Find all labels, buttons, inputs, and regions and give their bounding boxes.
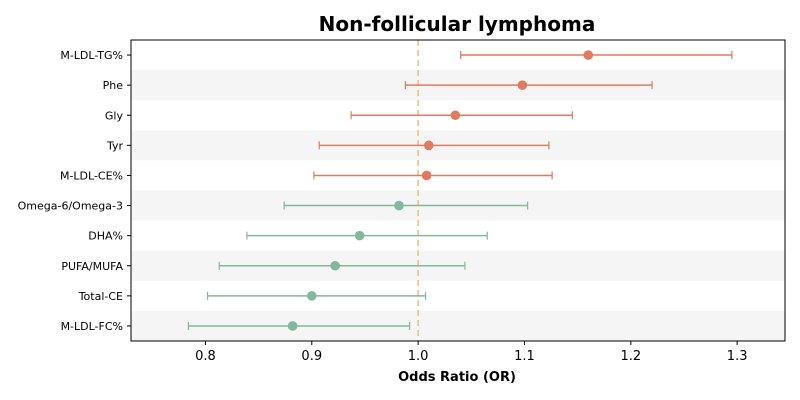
- estimate-point: [306, 291, 317, 301]
- estimate-point: [450, 110, 461, 121]
- chart-title: Non-follicular lymphoma: [319, 12, 596, 36]
- estimate-point: [287, 321, 298, 331]
- x-axis: 0.8 0.9 1.0 1.1 1.2 1.3: [195, 341, 747, 364]
- error-bar: [460, 51, 733, 60]
- plot-frame: [130, 39, 786, 342]
- category-label: PUFA/MUFA: [61, 260, 123, 273]
- category-label: Phe: [103, 79, 124, 92]
- estimate-point: [517, 80, 528, 90]
- category-label: Tyr: [106, 139, 124, 152]
- error-bar: [187, 321, 411, 330]
- category-label: M-LDL-CE%: [60, 169, 123, 182]
- error-bar: [218, 261, 466, 270]
- x-tick-label: 1.0: [408, 349, 429, 364]
- error-bars: [187, 51, 733, 330]
- category-label: Omega-6/Omega-3: [18, 200, 123, 213]
- error-bar: [246, 231, 488, 240]
- x-tick-label: 0.9: [301, 349, 322, 364]
- error-bar: [283, 201, 529, 210]
- category-label: M-LDL-FC%: [61, 320, 123, 333]
- x-tick-label: 1.3: [727, 349, 748, 364]
- estimate-point: [423, 140, 434, 151]
- error-bar: [404, 81, 653, 90]
- category-label: Total-CE: [78, 290, 123, 303]
- error-bar: [318, 141, 550, 150]
- estimate-point: [394, 200, 404, 211]
- estimate-points: [287, 50, 594, 331]
- x-tick-label: 1.1: [514, 349, 535, 364]
- category-label: M-LDL-TG%: [60, 49, 123, 62]
- estimate-point: [330, 260, 340, 271]
- x-tick-label: 0.8: [195, 349, 216, 364]
- estimate-point: [354, 230, 365, 241]
- estimate-point: [421, 170, 432, 181]
- y-axis: M-LDL-TG% Phe Gly Tyr M-LDL-CE% Omega-6/Omega…: [18, 49, 131, 333]
- error-bar: [350, 111, 573, 120]
- x-axis-label: Odds Ratio (OR): [398, 370, 516, 385]
- category-label: DHA%: [88, 230, 123, 243]
- category-label: Gly: [105, 109, 124, 122]
- error-bar: [313, 171, 553, 180]
- estimate-point: [583, 50, 594, 60]
- x-tick-label: 1.2: [620, 349, 641, 364]
